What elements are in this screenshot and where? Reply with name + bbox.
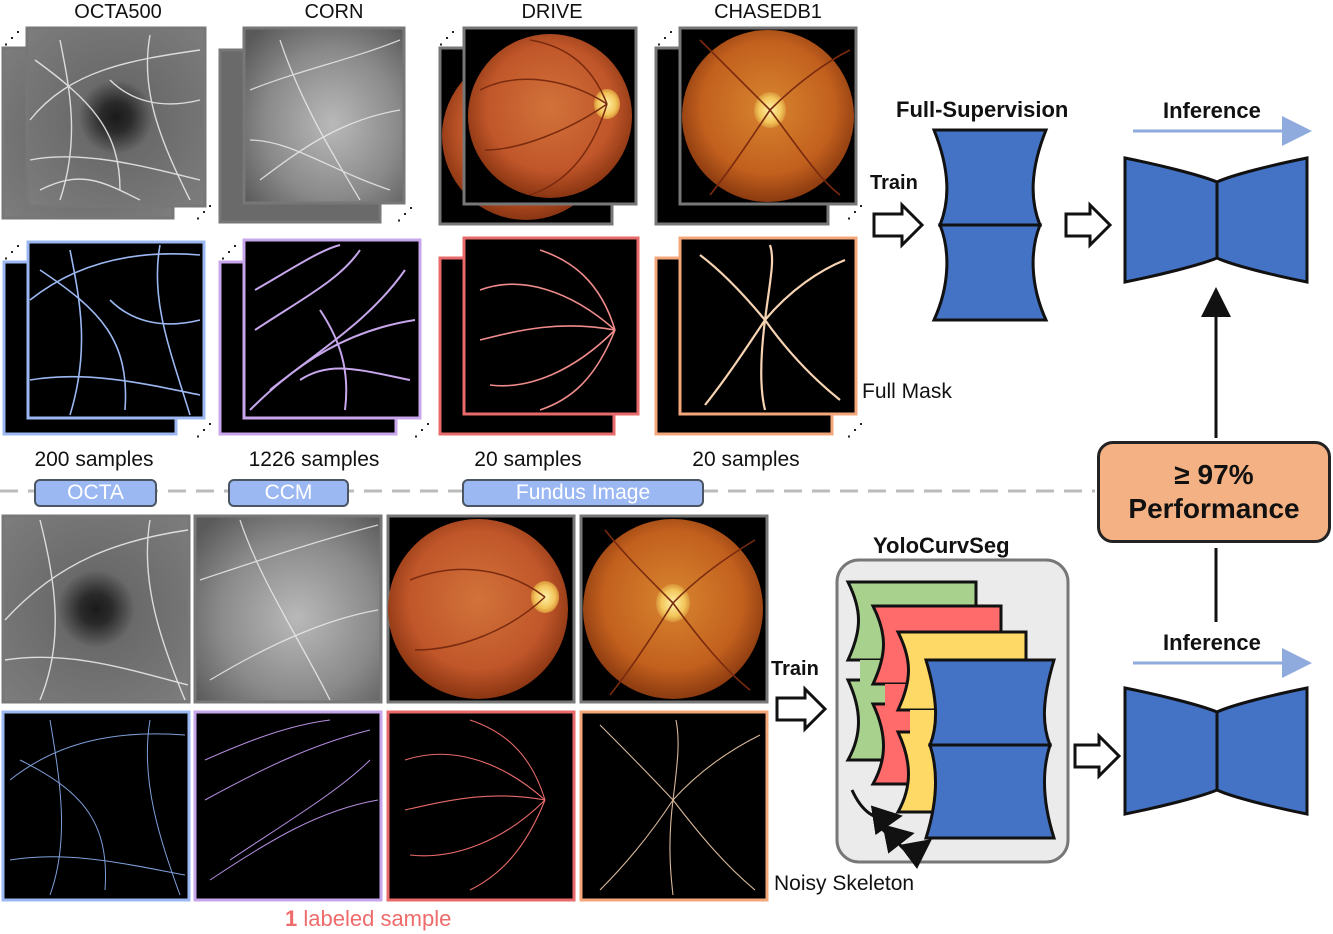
drive-skeleton (386, 710, 576, 902)
svg-text:⋰: ⋰ (3, 242, 21, 262)
sample-count-octa500: 200 samples (34, 448, 154, 471)
iteration-arrow-3 (896, 839, 933, 869)
noisy-skeleton-label: Noisy Skeleton (774, 872, 915, 895)
inference-arrow-bottom (1073, 732, 1122, 780)
bottom-inference-left-half (1123, 686, 1219, 816)
full-supervision-title: Full-Supervision (896, 97, 1069, 122)
octa-skeleton (1, 710, 191, 902)
performance-label: Performance (1128, 493, 1300, 524)
svg-text:⋰: ⋰ (413, 420, 431, 440)
chasedb1-single-image (579, 514, 769, 704)
corn-mask-stack: ⋰ ⋰ (218, 238, 431, 440)
performance-box: ≥ 97% Performance (1097, 441, 1331, 543)
inference-label-bottom: Inference (1163, 630, 1261, 655)
ccm-single-image (193, 514, 383, 704)
train-arrow-bottom (775, 685, 828, 733)
chasedb1-image-stack: ⋰ ⋰ (654, 26, 864, 226)
ensemble-blue-net (923, 658, 1057, 840)
iteration-arrow-2 (873, 817, 915, 854)
svg-text:⋰: ⋰ (195, 202, 213, 222)
svg-text:⋰: ⋰ (438, 28, 456, 48)
dataset-title-corn: CORN (304, 1, 364, 23)
inference-label-top: Inference (1163, 98, 1261, 123)
chasedb1-skeleton (579, 710, 769, 902)
drive-mask-stack (438, 236, 640, 436)
inference-arrow-top (1064, 201, 1113, 249)
yolocurvseg-title: YoloCurvSeg (873, 533, 1010, 558)
dataset-title-chasedb1: CHASEDB1 (714, 1, 822, 23)
train-label-bottom: Train (771, 658, 819, 680)
top-inference-right-half (1215, 156, 1309, 284)
category-tag-fundus: Fundus Image (462, 479, 704, 507)
performance-value: ≥ 97% (1174, 459, 1254, 490)
ccm-skeleton (193, 710, 383, 902)
full-mask-label: Full Mask (862, 380, 952, 403)
octa-single-image (1, 514, 191, 704)
svg-text:⋰: ⋰ (396, 204, 414, 224)
dataset-title-octa500: OCTA500 (74, 1, 162, 23)
train-arrow-top (872, 201, 925, 249)
octa500-mask-stack: ⋰ ⋰ (2, 240, 213, 440)
labeled-sample-caption: 1 labeled sample (285, 906, 451, 932)
drive-image-stack: ⋰ (438, 26, 638, 226)
dataset-title-drive: DRIVE (521, 1, 583, 23)
svg-text:⋰: ⋰ (846, 202, 864, 222)
chasedb1-mask-stack: ⋰ (654, 236, 864, 440)
svg-text:⋰: ⋰ (220, 242, 238, 262)
category-tag-ccm: CCM (228, 479, 349, 507)
bottom-inference-right-half (1215, 686, 1309, 816)
svg-text:⋰: ⋰ (3, 28, 21, 48)
sample-count-drive: 20 samples (474, 448, 582, 471)
full-supervision-decoder (931, 223, 1049, 322)
svg-text:⋰: ⋰ (846, 420, 864, 440)
labeled-sample-count: 1 (285, 906, 298, 931)
sample-count-chasedb1: 20 samples (692, 448, 800, 471)
full-supervision-encoder (931, 128, 1049, 227)
iteration-arrow-1 (850, 789, 903, 836)
train-label-top: Train (870, 172, 918, 194)
octa500-image-stack: ⋰ ⋰ (1, 26, 213, 222)
top-inference-left-half (1123, 156, 1219, 284)
svg-text:⋰: ⋰ (195, 420, 213, 440)
labeled-sample-text: labeled sample (303, 906, 452, 931)
sample-count-corn: 1226 samples (248, 448, 380, 471)
corn-image-stack: ⋰ (218, 26, 414, 224)
svg-text:⋰: ⋰ (656, 28, 674, 48)
category-tag-octa: OCTA (34, 479, 157, 507)
drive-single-image (386, 514, 576, 704)
